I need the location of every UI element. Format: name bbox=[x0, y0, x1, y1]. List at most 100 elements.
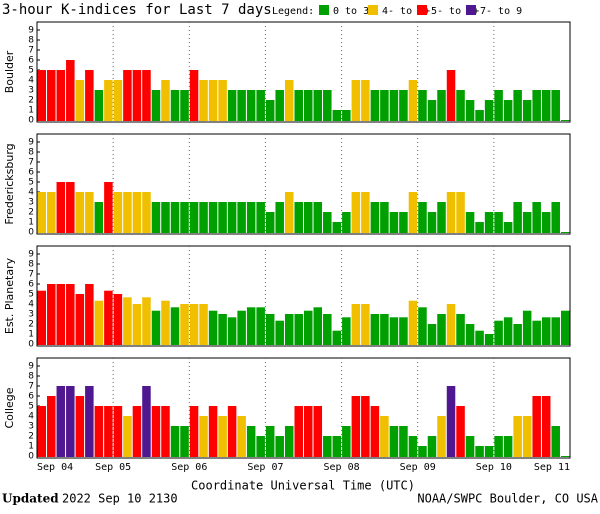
bar bbox=[180, 426, 189, 457]
bar bbox=[170, 426, 180, 457]
bar bbox=[418, 90, 427, 121]
bar bbox=[323, 90, 332, 121]
y-axis-label: College bbox=[3, 387, 16, 428]
legend-title: Legend: bbox=[272, 6, 314, 17]
y-tick-label: 7 bbox=[28, 270, 34, 280]
bar bbox=[342, 426, 351, 457]
bar bbox=[227, 406, 237, 457]
bar bbox=[180, 90, 189, 121]
bar bbox=[237, 416, 246, 457]
bar bbox=[199, 304, 208, 345]
bar bbox=[113, 406, 123, 457]
y-tick-label: 7 bbox=[28, 46, 34, 56]
bar bbox=[351, 192, 361, 233]
bar bbox=[275, 436, 284, 457]
bar bbox=[494, 212, 503, 233]
bar bbox=[560, 232, 570, 233]
bar bbox=[66, 182, 75, 233]
bar bbox=[161, 300, 170, 345]
y-tick-label: 3 bbox=[28, 86, 34, 96]
bar bbox=[256, 90, 265, 121]
panel-frame bbox=[36, 245, 571, 347]
bar bbox=[256, 436, 265, 457]
bar bbox=[351, 80, 361, 121]
bar bbox=[47, 70, 56, 121]
bar bbox=[408, 80, 418, 121]
bar bbox=[208, 202, 218, 233]
bar bbox=[342, 110, 351, 121]
bar bbox=[380, 202, 389, 233]
y-tick-label: 4 bbox=[28, 188, 34, 198]
bar bbox=[532, 320, 541, 345]
bar bbox=[456, 90, 465, 121]
bar bbox=[66, 284, 75, 345]
bar bbox=[332, 330, 342, 345]
bar bbox=[541, 396, 551, 457]
y-tick-label: 4 bbox=[28, 412, 34, 422]
bar bbox=[218, 314, 227, 345]
bar bbox=[151, 90, 161, 121]
panel-frame bbox=[36, 21, 571, 123]
bar bbox=[256, 202, 265, 233]
x-tick-label: Sep 04 bbox=[37, 462, 73, 473]
bar bbox=[56, 284, 66, 345]
bar bbox=[132, 406, 142, 457]
bar bbox=[408, 436, 418, 457]
bar bbox=[142, 297, 151, 345]
bar bbox=[513, 90, 522, 121]
bar bbox=[37, 70, 47, 121]
bar bbox=[332, 436, 342, 457]
y-tick-label: 9 bbox=[28, 362, 34, 372]
bar bbox=[85, 192, 94, 233]
bar bbox=[551, 426, 560, 457]
y-tick-label: 1 bbox=[28, 442, 34, 452]
bar bbox=[199, 80, 208, 121]
bar bbox=[456, 192, 465, 233]
bar bbox=[380, 90, 389, 121]
bar bbox=[560, 120, 570, 121]
bar bbox=[342, 317, 351, 345]
bar bbox=[275, 90, 284, 121]
bar bbox=[332, 222, 342, 233]
bar bbox=[161, 202, 170, 233]
y-axis-label: Fredericksburg bbox=[3, 143, 16, 224]
y-tick-label: 0 bbox=[28, 116, 34, 126]
bar bbox=[541, 317, 551, 345]
bar bbox=[304, 90, 313, 121]
bar bbox=[494, 436, 503, 457]
y-tick-label: 1 bbox=[28, 106, 34, 116]
bar bbox=[208, 80, 218, 121]
bar bbox=[532, 90, 541, 121]
bar bbox=[180, 304, 189, 345]
bar bbox=[437, 314, 446, 345]
bar bbox=[170, 307, 180, 345]
bar bbox=[284, 314, 294, 345]
bar bbox=[484, 212, 494, 233]
bar bbox=[294, 406, 303, 457]
bar bbox=[37, 290, 47, 345]
bar bbox=[551, 317, 560, 345]
bar bbox=[389, 426, 399, 457]
bar bbox=[85, 70, 94, 121]
bar bbox=[465, 436, 475, 457]
bar bbox=[208, 406, 218, 457]
bar bbox=[151, 310, 161, 345]
bar bbox=[94, 406, 104, 457]
bar bbox=[208, 310, 218, 345]
bar bbox=[361, 304, 370, 345]
y-tick-label: 0 bbox=[28, 228, 34, 238]
y-tick-label: 5 bbox=[28, 290, 34, 300]
bar bbox=[456, 314, 465, 345]
bar bbox=[541, 212, 551, 233]
bar bbox=[66, 386, 75, 457]
bar bbox=[161, 406, 170, 457]
y-tick-label: 6 bbox=[28, 56, 34, 66]
bar bbox=[465, 100, 475, 121]
bar bbox=[484, 334, 494, 345]
bar bbox=[113, 80, 123, 121]
bar bbox=[418, 202, 427, 233]
y-tick-label: 5 bbox=[28, 178, 34, 188]
bar bbox=[446, 192, 456, 233]
y-tick-label: 9 bbox=[28, 26, 34, 36]
bar bbox=[437, 90, 446, 121]
